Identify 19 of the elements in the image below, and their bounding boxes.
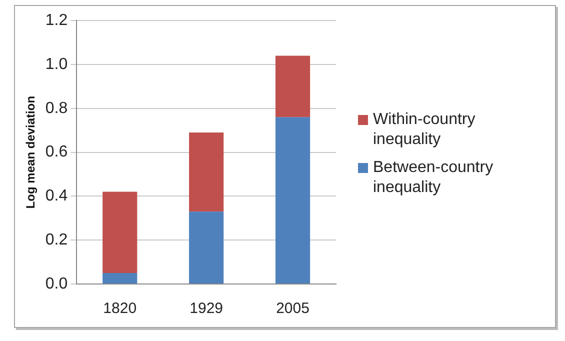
y-tick-label: 0.6: [45, 144, 68, 161]
y-tick-label: 0.8: [45, 100, 68, 117]
x-tick-label: 2005: [276, 300, 310, 318]
x-tick-label: 1929: [190, 300, 224, 318]
bar: [102, 273, 138, 284]
bar: [189, 212, 224, 284]
bar: [275, 117, 310, 284]
y-tick-label: 0.0: [45, 275, 68, 292]
bar: [189, 132, 224, 212]
bar: [102, 192, 138, 274]
y-tick-label: 0.4: [45, 188, 68, 205]
bar: [275, 56, 310, 118]
y-tick-label: 0.2: [45, 232, 68, 249]
x-tick-label: 1820: [103, 300, 137, 318]
legend-label: Between-country inequality: [373, 158, 494, 198]
legend-label: Within-country inequality: [373, 110, 476, 150]
y-tick-label: 1.0: [45, 56, 68, 73]
y-axis-title: Log mean deviation: [24, 96, 38, 209]
y-tick-label: 1.2: [45, 12, 68, 30]
